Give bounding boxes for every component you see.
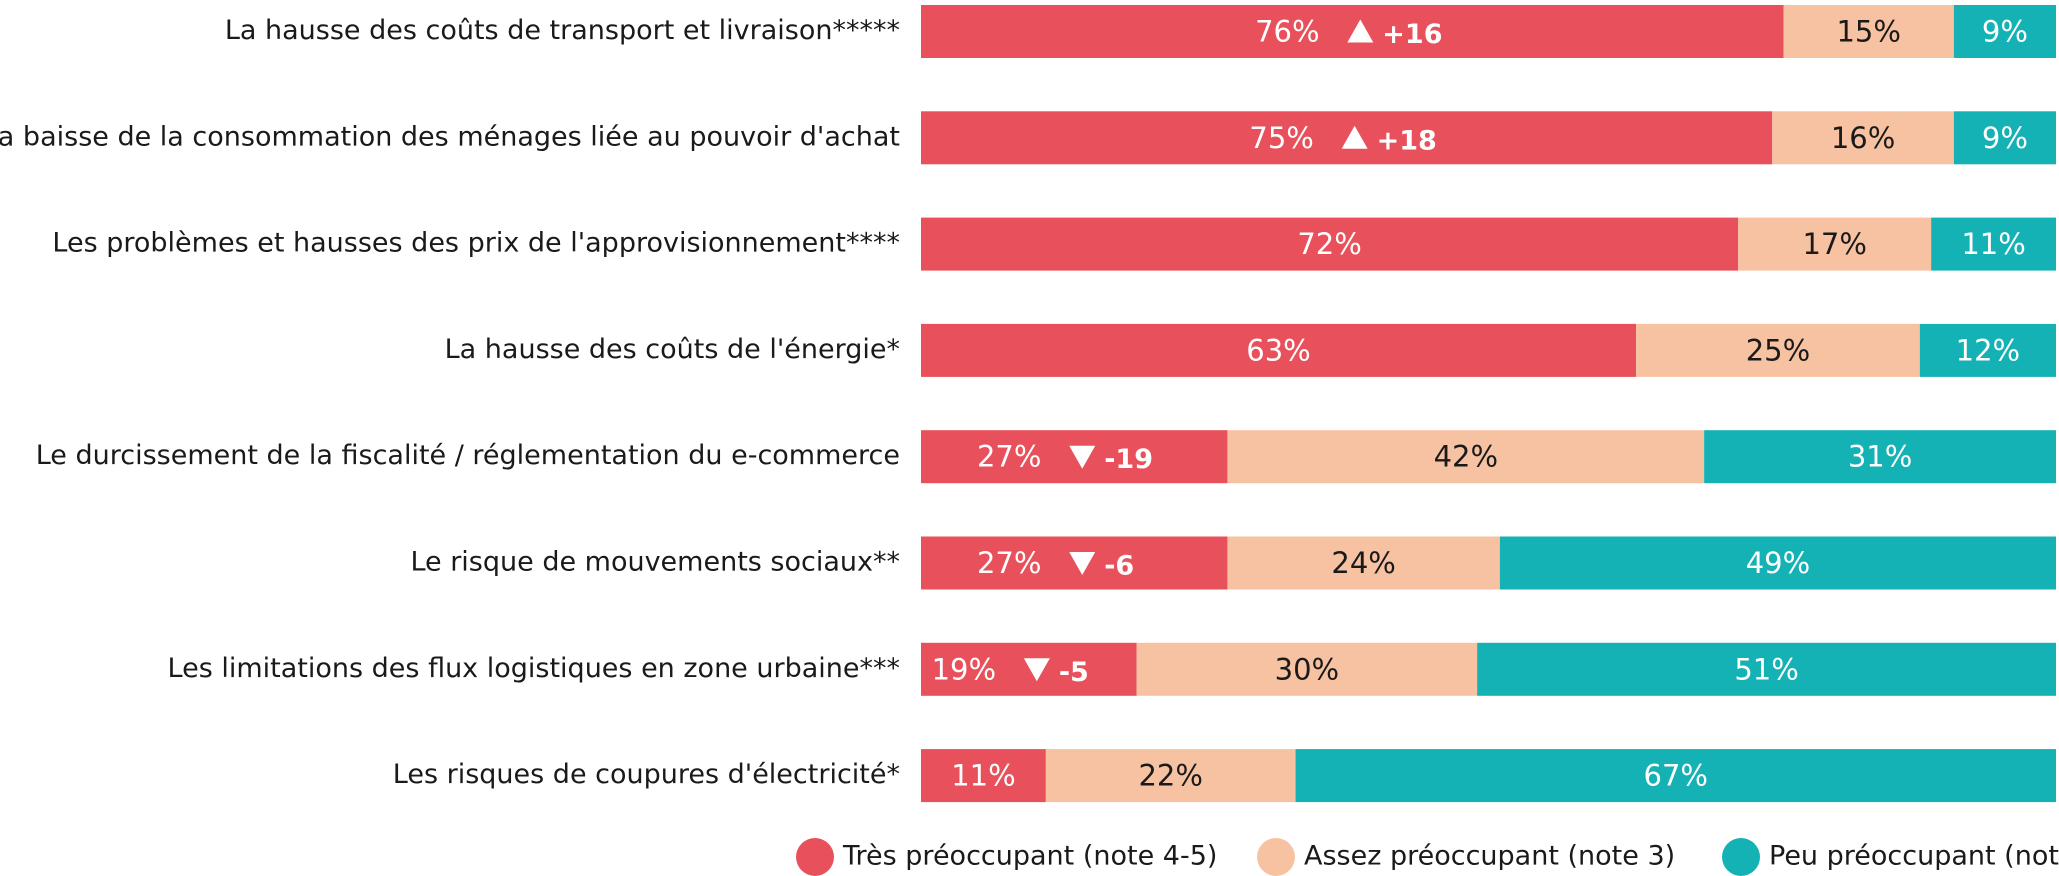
bar-segment bbox=[1704, 430, 2056, 484]
value-label: 63% bbox=[1246, 333, 1310, 367]
bar-segment bbox=[1636, 323, 1920, 377]
bar-segment bbox=[1499, 536, 2056, 590]
value-label: 22% bbox=[1138, 759, 1202, 793]
bar-segment bbox=[921, 111, 1773, 165]
value-label: 30% bbox=[1275, 652, 1339, 686]
bar-segment bbox=[1919, 323, 2056, 377]
bar-segment bbox=[921, 642, 1137, 696]
legend-swatch bbox=[1722, 838, 1760, 876]
legend-label: Assez préoccupant (note 3) bbox=[1304, 841, 1675, 872]
bar-segment bbox=[1738, 217, 1932, 271]
change-label: +18 bbox=[1377, 125, 1437, 156]
value-label: 76% bbox=[1255, 15, 1319, 49]
bar-segment bbox=[1783, 5, 1954, 58]
bar-segment bbox=[1045, 749, 1296, 803]
change-label: -19 bbox=[1104, 444, 1153, 475]
category-label: La baisse de la consommation des ménages… bbox=[0, 121, 900, 152]
bar-segment bbox=[1227, 430, 1705, 484]
change-label: -5 bbox=[1059, 657, 1089, 688]
bar-segment bbox=[1953, 111, 2056, 165]
bar-segment bbox=[921, 749, 1046, 803]
bar-segment bbox=[1931, 217, 2056, 271]
value-label: 9% bbox=[1982, 15, 2028, 49]
bar-segment bbox=[921, 536, 1228, 590]
value-label: 49% bbox=[1746, 546, 1810, 580]
value-label: 51% bbox=[1734, 652, 1798, 686]
bar-segment bbox=[1295, 749, 2056, 803]
category-label: Le durcissement de la fiscalité / réglem… bbox=[36, 440, 900, 471]
value-label: 12% bbox=[1956, 333, 2020, 367]
change-arrow bbox=[1069, 552, 1096, 575]
category-label: Le risque de mouvements sociaux** bbox=[410, 547, 900, 578]
value-label: 19% bbox=[932, 652, 996, 686]
bar-segment bbox=[1477, 642, 2056, 696]
value-label: 15% bbox=[1836, 15, 1900, 49]
category-label: Les limitations des flux logistiques en … bbox=[168, 653, 900, 684]
bar-segment bbox=[1227, 536, 1500, 590]
legend-swatch bbox=[1257, 838, 1295, 876]
value-label: 27% bbox=[977, 440, 1041, 474]
bar-segment bbox=[1772, 111, 1954, 165]
value-label: 17% bbox=[1802, 227, 1866, 261]
value-label: 11% bbox=[951, 759, 1015, 793]
change-label: -6 bbox=[1104, 551, 1134, 582]
change-arrow bbox=[1341, 125, 1368, 149]
category-label: La hausse des coûts de transport et livr… bbox=[225, 15, 900, 46]
change-arrow bbox=[1069, 445, 1096, 469]
value-label: 11% bbox=[1961, 227, 2025, 261]
value-label: 24% bbox=[1331, 546, 1395, 580]
bar-segment bbox=[921, 5, 1784, 58]
bar-segment bbox=[1953, 5, 2056, 58]
legend-label: Peu préoccupant (not bbox=[1769, 841, 2059, 872]
value-label: 75% bbox=[1249, 121, 1313, 155]
value-label: 31% bbox=[1848, 440, 1912, 474]
change-arrow bbox=[1347, 19, 1374, 43]
bar-segment bbox=[921, 430, 1228, 484]
category-label: Les problèmes et hausses des prix de l'a… bbox=[52, 228, 900, 259]
bar-segment bbox=[921, 323, 1637, 377]
change-label: +16 bbox=[1382, 19, 1442, 50]
value-label: 67% bbox=[1644, 759, 1708, 793]
bar-segment bbox=[921, 217, 1739, 271]
change-arrow bbox=[1023, 658, 1050, 682]
value-label: 9% bbox=[1982, 121, 2028, 155]
value-label: 72% bbox=[1297, 227, 1361, 261]
value-label: 16% bbox=[1831, 121, 1895, 155]
value-label: 25% bbox=[1746, 333, 1810, 367]
value-label: 42% bbox=[1434, 440, 1498, 474]
bar-segment bbox=[1136, 642, 1478, 696]
category-label: Les risques de coupures d'électricité* bbox=[393, 759, 900, 790]
category-label: La hausse des coûts de l'énergie* bbox=[445, 334, 900, 365]
legend-swatch bbox=[796, 838, 834, 876]
value-label: 27% bbox=[977, 546, 1041, 580]
legend-label: Très préoccupant (note 4-5) bbox=[842, 841, 1217, 872]
